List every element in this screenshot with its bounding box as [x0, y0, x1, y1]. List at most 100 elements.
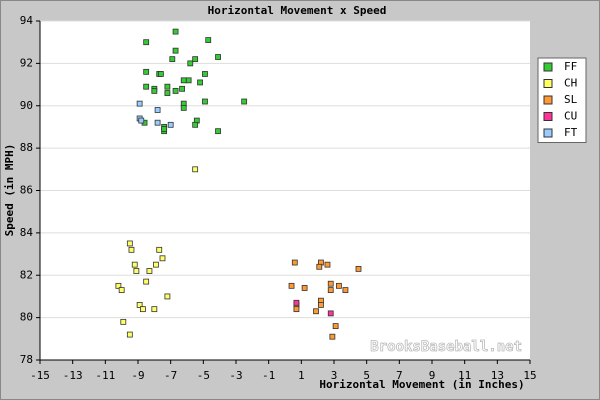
- point: [159, 255, 166, 262]
- point: [197, 79, 203, 86]
- point: [151, 88, 158, 94]
- x-tick-label: 5: [363, 369, 370, 382]
- point: [164, 90, 171, 96]
- y-tick-label: 90: [20, 99, 33, 112]
- point: [327, 280, 334, 287]
- point: [215, 54, 221, 60]
- point: [192, 56, 199, 63]
- x-tick-label: -13: [63, 369, 83, 382]
- x-tick-label: -1: [262, 369, 275, 382]
- y-tick-label: 88: [20, 141, 33, 154]
- point: [187, 60, 194, 67]
- point: [126, 240, 133, 247]
- point: [143, 68, 150, 75]
- point: [342, 287, 349, 293]
- x-tick-label: 7: [396, 369, 403, 382]
- point: [329, 333, 336, 340]
- point: [241, 98, 248, 105]
- point: [288, 282, 295, 289]
- point: [205, 37, 212, 43]
- x-tick-label: -3: [229, 369, 242, 382]
- point: [293, 299, 300, 306]
- point: [120, 318, 127, 325]
- legend-swatch: [543, 79, 553, 88]
- point: [151, 306, 158, 313]
- legend-swatch: [543, 95, 553, 105]
- y-tick-label: 80: [20, 311, 33, 324]
- y-axis-label: Speed (in MPH): [3, 144, 16, 237]
- point: [179, 85, 186, 92]
- legend-label: FT: [564, 126, 578, 139]
- point: [143, 278, 150, 285]
- x-tick-label: 9: [429, 369, 436, 382]
- point: [146, 268, 153, 274]
- point: [161, 126, 168, 132]
- point: [291, 259, 298, 266]
- x-tick-label: -5: [197, 369, 210, 382]
- point: [355, 265, 362, 272]
- x-tick-label: -7: [164, 369, 177, 382]
- x-tick-label: 15: [523, 369, 536, 382]
- point: [192, 166, 199, 173]
- point: [202, 71, 208, 77]
- point: [157, 71, 164, 77]
- x-axis-label: Horizontal Movement (in Inches): [319, 378, 524, 391]
- point: [128, 246, 135, 253]
- y-tick-label: 94: [20, 14, 34, 27]
- point: [139, 306, 146, 313]
- point: [115, 282, 122, 289]
- y-tick-label: 82: [20, 268, 33, 281]
- y-tick-label: 78: [20, 353, 33, 366]
- point: [301, 285, 308, 291]
- point: [133, 268, 140, 274]
- x-tick-label: -15: [30, 369, 50, 382]
- point: [153, 261, 159, 268]
- legend-label: SL: [564, 93, 578, 106]
- x-tick-label: -11: [95, 369, 115, 382]
- x-tick-label: 11: [458, 369, 471, 382]
- point: [154, 119, 161, 126]
- point: [172, 88, 179, 94]
- point: [143, 83, 150, 90]
- y-tick-label: 84: [20, 226, 34, 239]
- point: [327, 287, 334, 293]
- point: [293, 306, 300, 313]
- point: [156, 246, 163, 253]
- chart-title: Horizontal Movement x Speed: [208, 4, 387, 17]
- point: [192, 121, 199, 128]
- point: [172, 47, 179, 54]
- point: [313, 308, 319, 315]
- legend-swatch: [543, 128, 553, 138]
- point: [131, 261, 138, 268]
- point: [332, 323, 339, 330]
- point: [327, 310, 334, 317]
- point: [143, 39, 150, 46]
- x-tick-label: -9: [131, 369, 144, 382]
- point: [126, 331, 133, 338]
- watermark: BrooksBaseball.net: [370, 339, 522, 355]
- point: [318, 302, 324, 308]
- legend-label: CU: [564, 110, 577, 123]
- point: [164, 83, 171, 90]
- legend-label: FF: [564, 60, 577, 73]
- point: [138, 117, 145, 124]
- point: [180, 77, 187, 84]
- point: [185, 77, 192, 84]
- x-tick-label: 1: [298, 369, 305, 382]
- legend-swatch: [543, 112, 553, 121]
- point: [172, 28, 179, 35]
- point: [164, 293, 171, 300]
- point: [202, 98, 208, 105]
- legend-label: CH: [564, 77, 577, 90]
- y-tick-label: 92: [20, 56, 33, 69]
- point: [136, 302, 143, 308]
- point: [118, 287, 125, 293]
- point: [154, 107, 161, 113]
- x-tick-label: 13: [491, 369, 504, 382]
- point: [169, 56, 176, 63]
- point: [324, 261, 331, 268]
- point: [335, 282, 342, 289]
- point: [215, 128, 221, 135]
- x-tick-label: 3: [331, 369, 338, 382]
